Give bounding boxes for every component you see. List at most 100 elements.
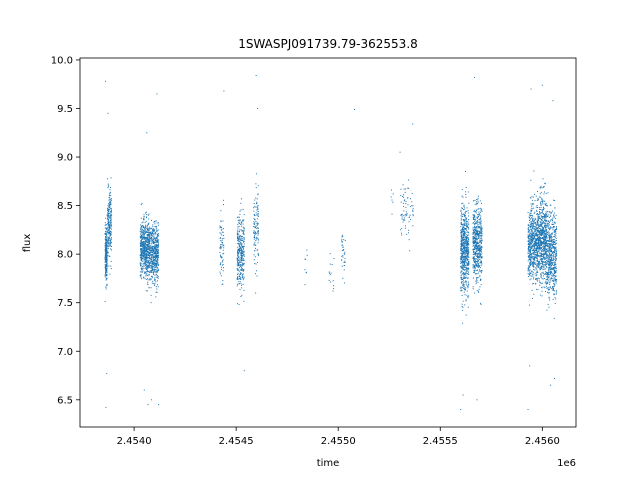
data-point xyxy=(541,230,543,232)
data-point xyxy=(548,256,550,258)
data-point xyxy=(546,250,548,252)
data-point xyxy=(548,247,550,249)
data-point xyxy=(529,254,531,256)
data-point xyxy=(539,204,541,206)
data-point xyxy=(461,245,463,247)
data-point xyxy=(538,243,540,245)
data-point xyxy=(153,221,155,223)
data-point xyxy=(532,246,534,248)
data-point xyxy=(546,205,548,207)
data-point xyxy=(465,234,467,236)
data-point xyxy=(540,276,542,278)
data-point xyxy=(466,270,468,272)
data-point xyxy=(155,276,157,278)
data-point xyxy=(539,236,541,238)
data-point xyxy=(142,255,144,257)
data-point xyxy=(480,207,482,209)
data-point xyxy=(536,213,538,215)
data-point xyxy=(475,237,477,239)
data-point xyxy=(527,236,529,238)
data-point xyxy=(551,272,553,273)
data-point xyxy=(106,269,108,271)
data-point xyxy=(151,270,153,272)
data-point xyxy=(545,257,547,259)
data-point xyxy=(146,259,148,261)
data-point xyxy=(243,269,245,271)
data-point xyxy=(464,304,466,306)
data-point xyxy=(255,225,257,227)
data-point xyxy=(474,265,476,267)
data-point xyxy=(477,257,479,259)
data-point xyxy=(240,251,242,253)
data-point xyxy=(554,247,556,249)
data-point xyxy=(156,271,158,273)
data-point xyxy=(256,238,258,240)
data-point xyxy=(257,227,259,229)
data-point xyxy=(481,239,483,241)
data-point xyxy=(543,245,545,247)
data-point xyxy=(240,198,242,200)
data-point xyxy=(464,215,466,217)
data-point xyxy=(108,224,110,226)
data-point xyxy=(237,252,239,254)
data-point xyxy=(475,211,477,213)
data-point xyxy=(530,226,532,228)
data-point xyxy=(146,217,148,219)
data-point xyxy=(465,240,467,242)
data-point xyxy=(156,253,158,255)
data-point xyxy=(474,237,476,239)
data-point xyxy=(467,277,469,279)
data-point xyxy=(541,233,543,235)
data-point xyxy=(237,278,239,280)
data-point xyxy=(467,226,469,228)
data-point xyxy=(155,263,157,265)
data-point xyxy=(255,183,257,185)
data-point xyxy=(464,264,466,266)
data-point xyxy=(146,250,148,252)
data-point xyxy=(108,239,110,241)
data-point xyxy=(153,236,155,238)
data-point xyxy=(530,223,532,225)
data-point xyxy=(239,273,241,275)
data-point xyxy=(545,211,547,213)
data-point xyxy=(257,227,259,229)
data-point xyxy=(155,225,157,227)
data-point xyxy=(546,276,548,278)
data-point xyxy=(545,216,547,218)
data-point xyxy=(329,263,331,265)
data-point xyxy=(547,192,549,194)
data-point xyxy=(149,246,151,248)
data-point xyxy=(533,219,535,221)
data-point xyxy=(554,251,556,253)
data-point xyxy=(530,260,532,262)
data-point xyxy=(536,256,538,258)
data-point xyxy=(144,240,146,242)
data-point xyxy=(144,271,146,273)
data-point xyxy=(107,208,109,210)
data-point xyxy=(530,242,532,244)
data-point xyxy=(257,193,259,195)
data-point xyxy=(467,250,469,252)
data-point xyxy=(531,214,533,216)
data-point xyxy=(553,285,555,287)
data-point xyxy=(545,223,547,225)
data-point xyxy=(547,274,549,276)
data-point xyxy=(473,218,475,220)
data-point xyxy=(146,248,148,250)
data-point xyxy=(460,274,462,276)
data-point xyxy=(219,232,221,234)
data-point xyxy=(239,288,241,290)
data-point xyxy=(408,179,410,181)
data-point xyxy=(257,204,259,206)
data-point xyxy=(461,248,463,250)
data-point xyxy=(538,264,540,266)
data-point xyxy=(533,222,535,224)
data-point xyxy=(464,250,466,252)
data-point xyxy=(465,210,467,212)
data-point xyxy=(104,250,106,252)
data-point xyxy=(220,256,222,258)
data-point xyxy=(472,257,474,259)
data-point xyxy=(156,231,158,233)
data-point xyxy=(147,236,149,238)
data-point xyxy=(143,276,145,278)
